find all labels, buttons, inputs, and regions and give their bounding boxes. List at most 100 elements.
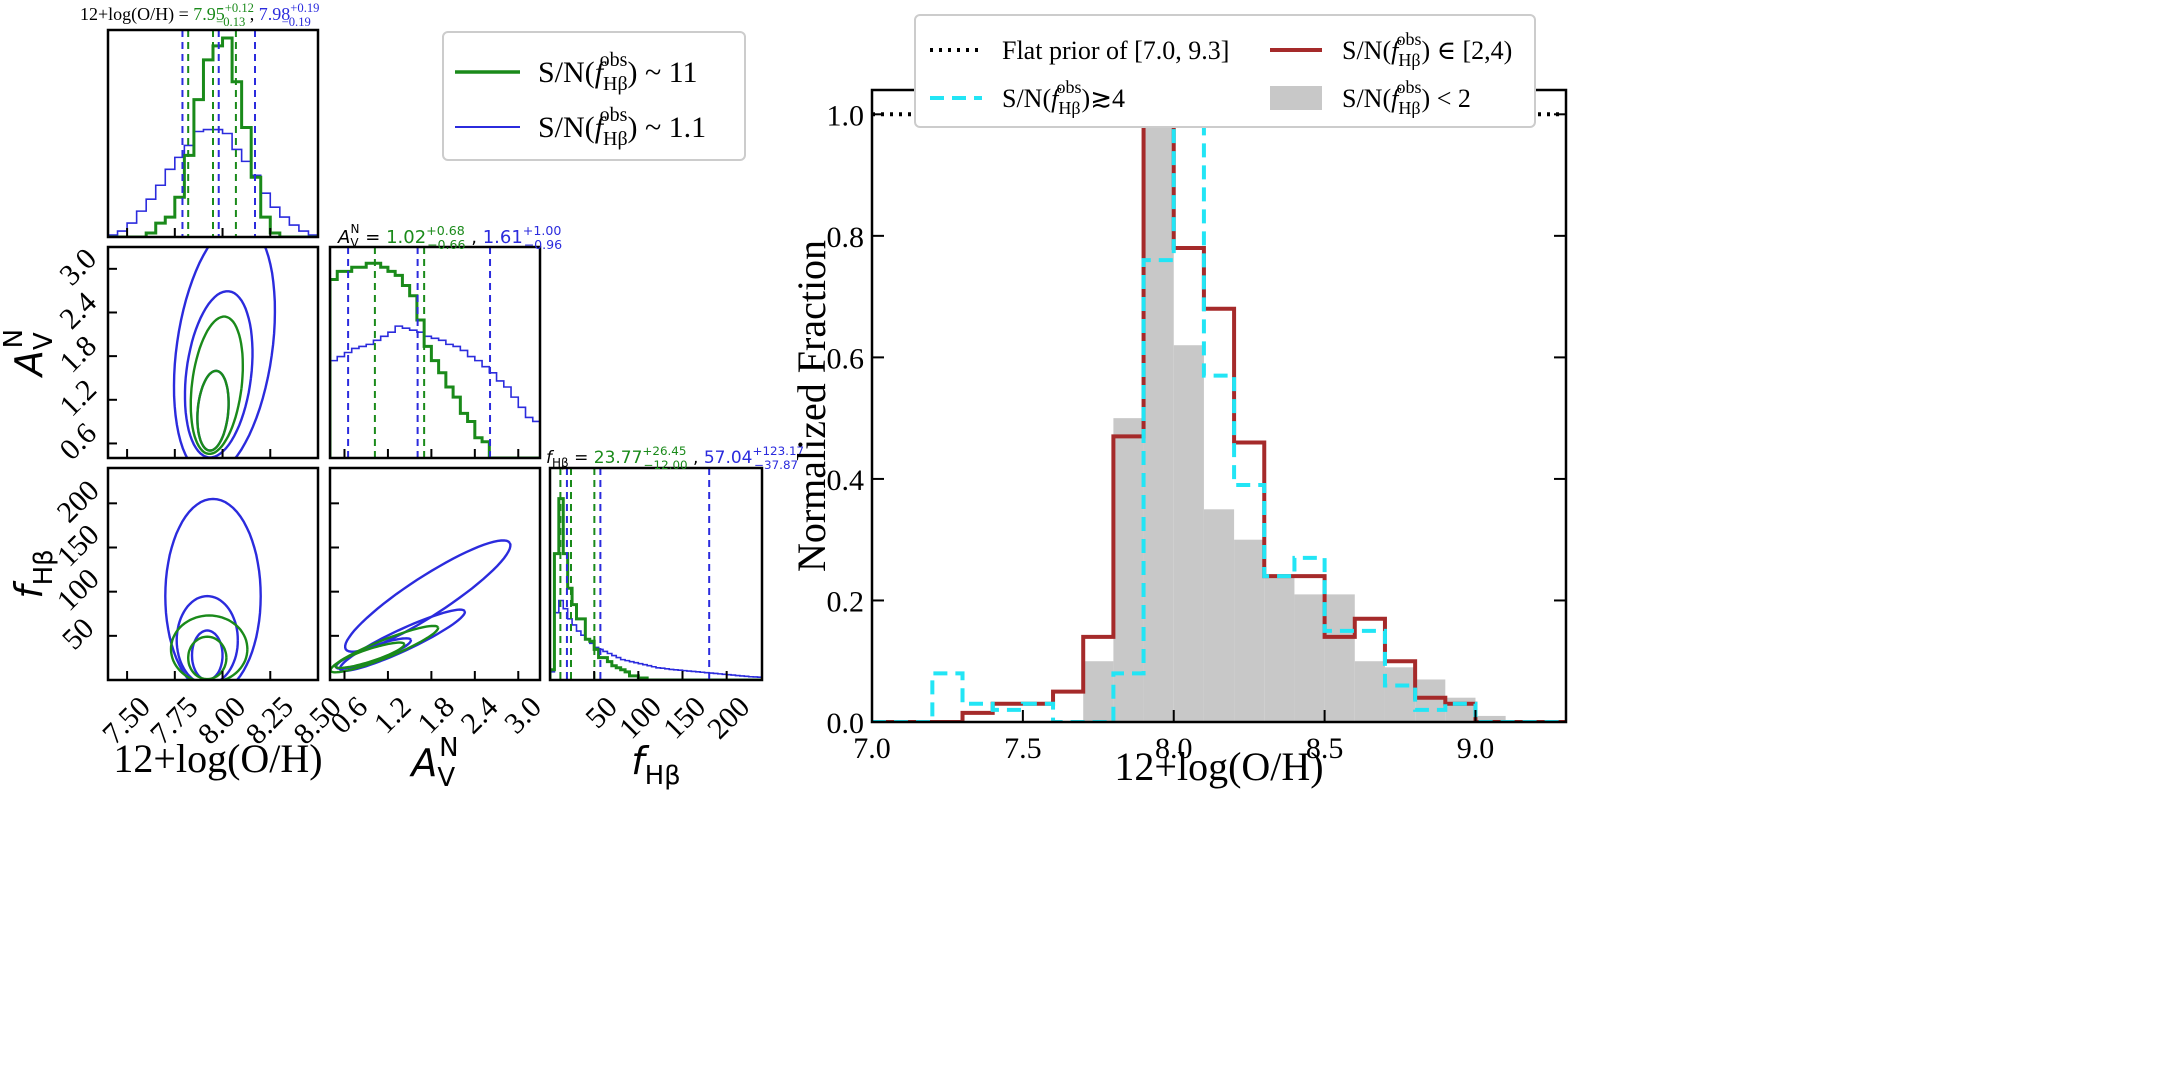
corner-legend: S/N(fHβobs) ~ 11 S/N(fHβobs) ~ 1.1 [442, 31, 746, 161]
legend-suffix: ) ∈ [2,4) [1422, 36, 1513, 65]
title-value: 57.04 [704, 448, 753, 468]
legend-prefix: S/N( [1342, 84, 1391, 113]
legend-prefix: S/N( [1002, 84, 1051, 113]
contour-green-0 [189, 315, 245, 455]
hist-legend: Flat prior of [7.0, 9.3] S/N(fHβobs) ∈ [2… [914, 14, 1536, 128]
marginal-green-step [330, 261, 540, 458]
contour-blue-0 [344, 539, 512, 653]
title-eq: = [179, 4, 189, 24]
bar-filled [1475, 715, 1506, 722]
legend-sub: Hβ [1398, 50, 1420, 70]
legend-sup: obs [1397, 77, 1422, 97]
contours-oh_av [172, 247, 277, 458]
title-name-sub: V [350, 236, 359, 250]
legend-suffix: ) < 2 [1422, 84, 1471, 113]
ytick-label-av: 1.2 [53, 373, 103, 423]
ytick-label-fhb: 50 [56, 612, 101, 657]
contour-green-1 [196, 369, 230, 452]
corner-legend-label-1: S/N(fHβobs) ~ 1.1 [538, 104, 706, 150]
contour-blue-0 [172, 247, 277, 458]
legend-suffix: )≳4 [1082, 84, 1125, 113]
marginal-blue-step [330, 325, 540, 458]
title-sep: , [688, 448, 704, 468]
title-value: 23.77 [588, 448, 642, 468]
hist-legend-frame [914, 14, 1536, 128]
bar-filled [1294, 594, 1325, 722]
hist-ytick-label: 0.2 [827, 585, 865, 618]
hist-legend-label-3: S/N(fHβobs) < 2 [1342, 77, 1471, 118]
hist-legend-label-2: S/N(fHβobs)≳4 [1002, 77, 1125, 118]
hist-y-axis-label: Normalized Fraction [789, 240, 834, 572]
legend-sub: Hβ [603, 73, 628, 95]
title-err-up: +0.19 [290, 1, 319, 15]
corner-plot: 7.507.758.008.258.500.61.21.82.43.0 50100… [0, 1, 804, 793]
bar-filled [1445, 697, 1476, 722]
hist-x-axis-label: 12+log(O/H) [1114, 744, 1323, 789]
bar-filled [1083, 661, 1114, 722]
x-axis-label-oh: 12+log(O/H) [113, 736, 322, 781]
hist-legend-swatch-3 [1270, 86, 1322, 110]
legend-base: f [1391, 36, 1402, 65]
marginal-fhb [550, 468, 762, 680]
bar-filled [1173, 345, 1204, 722]
marginal-oh [108, 30, 318, 237]
title-err-up: +1.00 [523, 223, 562, 238]
title-err-lo: −0.66 [427, 237, 466, 252]
contour-green-0 [169, 614, 249, 680]
title-value: 1.61 [483, 227, 523, 248]
ytick-label-fhb: 200 [51, 474, 106, 529]
title-value: 7.95 [189, 4, 225, 24]
xtick-label-av: 1.2 [368, 690, 418, 740]
contour-blue-2 [196, 369, 230, 452]
label-sub: Hβ [29, 549, 59, 585]
marginal-av [330, 247, 540, 458]
contour-blue-1 [175, 594, 239, 680]
legend-base: f [1051, 84, 1062, 113]
hist-ytick-label: 0.8 [827, 221, 865, 254]
title-value: 1.02 [380, 227, 426, 248]
hist-xtick-label: 8.5 [1306, 732, 1344, 765]
bar-filled [1324, 594, 1355, 722]
legend-prefix: S/N( [1342, 36, 1391, 65]
title-err-up: +0.12 [225, 1, 254, 15]
hist-xtick-label: 7.0 [853, 732, 891, 765]
hist-plot-area [872, 112, 1566, 722]
title-err-lo: −0.19 [282, 15, 311, 29]
label-sup: N [0, 329, 29, 348]
legend-sup: obs [600, 104, 628, 126]
hist-legend-label-1: S/N(fHβobs) ∈ [2,4) [1342, 29, 1512, 70]
contours-oh_fhb [164, 497, 262, 680]
legend-sup: obs [1397, 29, 1422, 49]
xtick-label-av: 2.4 [455, 690, 505, 740]
title-name-base: f [546, 448, 555, 468]
x-axis-label-av: AVN [408, 733, 458, 793]
label-sub: V [437, 763, 455, 793]
legend-sub: Hβ [1058, 98, 1080, 118]
xtick-label-av: 3.0 [498, 690, 548, 740]
title-err-lo: −0.13 [216, 15, 245, 29]
bar-filled [1234, 539, 1265, 722]
title-name-sup: N [351, 222, 360, 236]
title-oh: 12+log(O/H) = 7.95+0.12 −0.13 , 7.98+0.19… [80, 1, 319, 29]
bar-filled [1264, 576, 1295, 722]
y-axis-label-av: AVN [0, 329, 59, 379]
panel-frame-oh_fhb [106, 466, 320, 682]
panel-frame-oh_av [106, 245, 320, 460]
legend-base: f [1391, 84, 1402, 113]
hist-xtick-label: 9.0 [1457, 732, 1495, 765]
legend-sup: obs [1057, 77, 1082, 97]
ytick-label-av: 0.6 [53, 417, 103, 467]
hist-xtick-label: 7.5 [1004, 732, 1042, 765]
ytick-label-av: 2.4 [53, 286, 103, 336]
title-err-up: +123.17 [753, 444, 805, 458]
title-err-up: +0.68 [426, 223, 465, 238]
marginal-blue-step [550, 599, 762, 680]
xtick-label-fhb: 50 [579, 690, 624, 735]
title-value: 7.98 [259, 4, 291, 24]
bar-filled [1354, 661, 1385, 722]
bar-filled [1203, 509, 1235, 722]
legend-suffix: ) ~ 11 [627, 56, 697, 89]
bar-filled [1143, 114, 1174, 722]
xtick-label-fhb: 200 [701, 690, 756, 745]
hist-ytick-label: 1.0 [827, 99, 865, 132]
